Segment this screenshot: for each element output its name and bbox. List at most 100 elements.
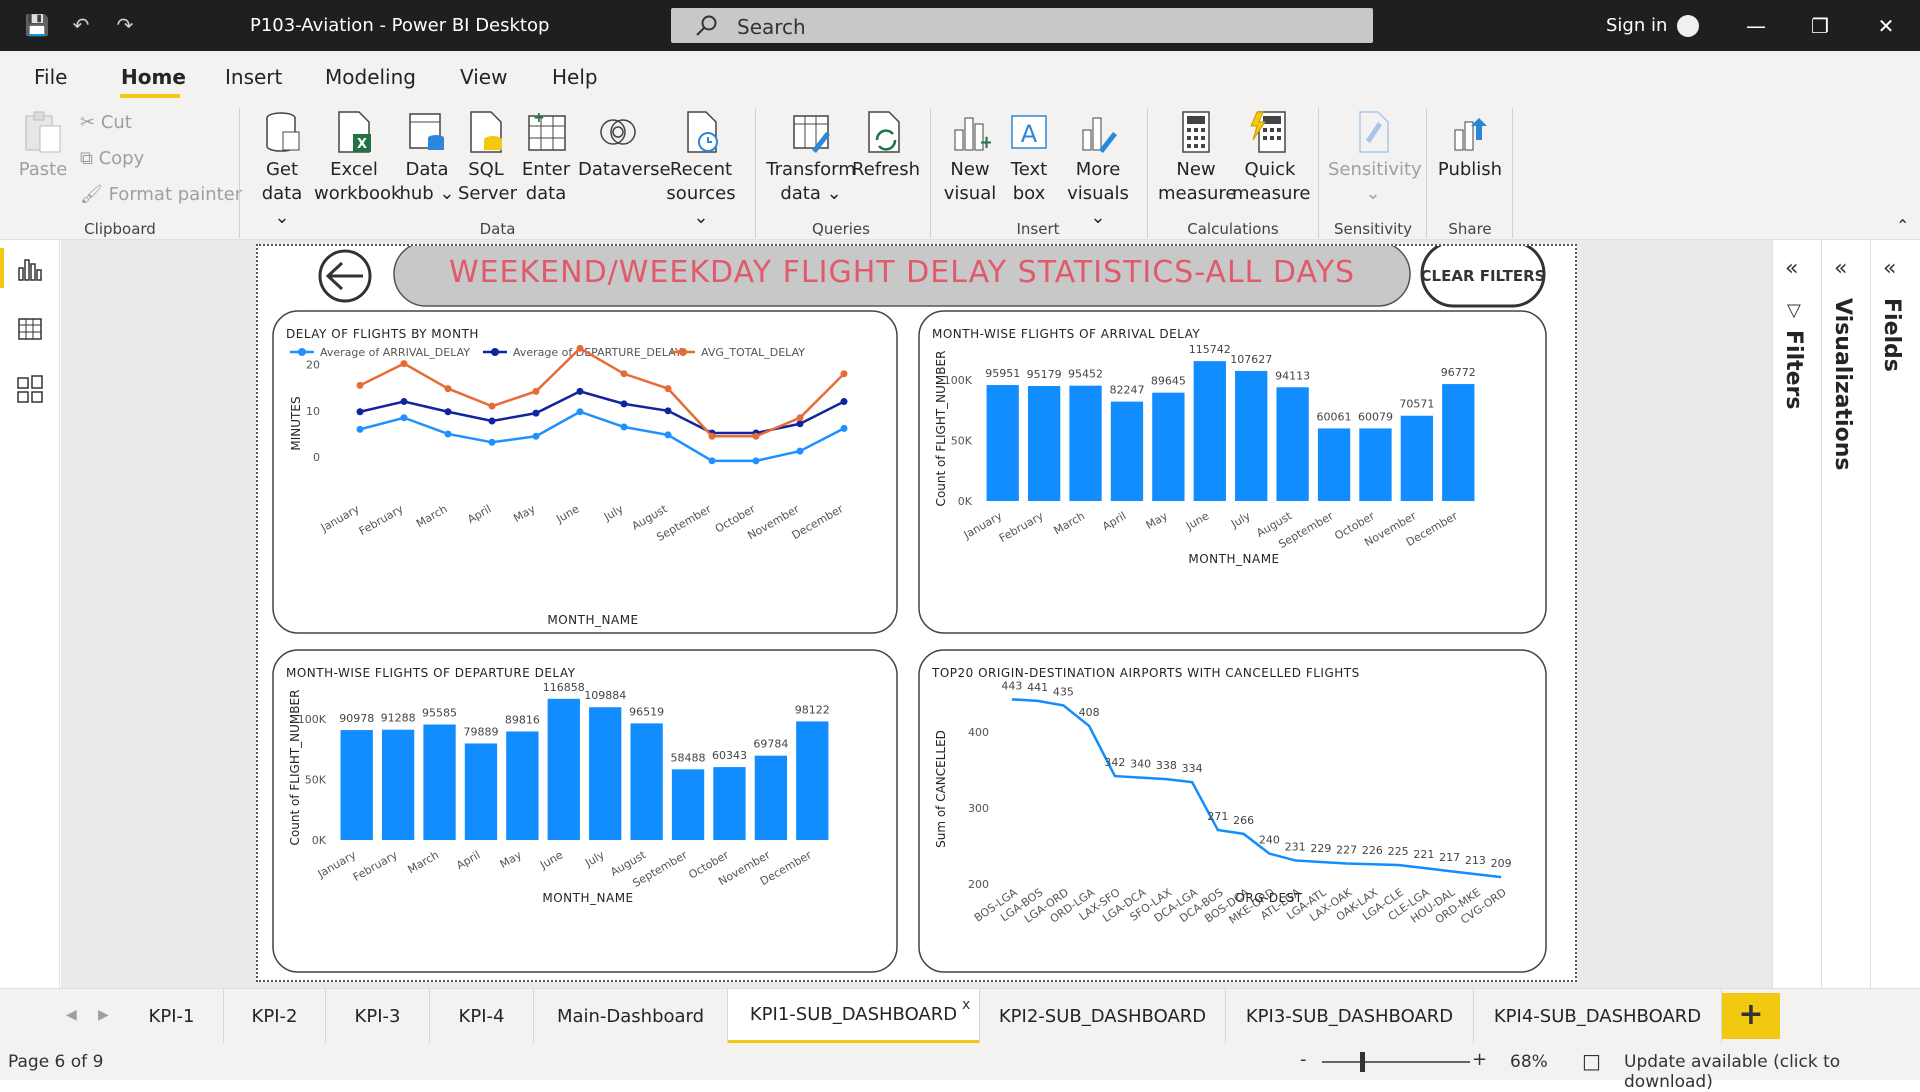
chart3-data-label: 60343 xyxy=(712,749,747,762)
tab-kpi4-sub-dashboard[interactable]: KPI4-SUB_DASHBOARD xyxy=(1474,989,1722,1044)
chart4-data-label: 266 xyxy=(1233,814,1254,827)
chart1-point xyxy=(400,414,408,422)
copy-button[interactable]: ⧉ Copy xyxy=(80,148,145,169)
sensitivity-button[interactable]: Sensitivity ⌄ xyxy=(1328,110,1422,206)
get-data-button[interactable]: Get data ⌄ xyxy=(252,110,312,230)
menu-view[interactable]: View xyxy=(460,65,508,89)
tab-kpi-1[interactable]: KPI-1 xyxy=(120,989,224,1044)
menu-insert[interactable]: Insert xyxy=(225,65,283,89)
filters-pane[interactable]: « ▽ Filters xyxy=(1772,240,1821,988)
chart1-legend-marker xyxy=(298,348,306,356)
fit-to-page-icon[interactable]: □ xyxy=(1582,1049,1601,1073)
save-icon[interactable]: 💾 xyxy=(24,13,50,37)
enter-data-button[interactable]: + Enter data xyxy=(521,110,571,204)
quick-measure-button[interactable]: Quick measure xyxy=(1232,110,1311,206)
chart4-y-tick-label: 300 xyxy=(968,802,989,815)
model-view-icon[interactable] xyxy=(15,374,45,404)
visualizations-pane[interactable]: « Visualizations xyxy=(1821,240,1870,988)
chart1-point xyxy=(356,381,364,389)
collapse-visualizations-icon[interactable]: « xyxy=(1834,256,1848,281)
zoom-slider[interactable] xyxy=(1322,1061,1470,1063)
menu-modeling[interactable]: Modeling xyxy=(325,65,416,89)
new-visual-button[interactable]: + New visual xyxy=(940,110,1000,206)
chart1-y-axis-title: MINUTES xyxy=(289,396,303,450)
dataverse-button[interactable]: Dataverse xyxy=(578,110,671,182)
menu-home[interactable]: Home xyxy=(121,65,186,89)
collapse-filters-icon[interactable]: « xyxy=(1785,256,1799,281)
undo-icon[interactable]: ↶ xyxy=(72,13,90,37)
format-painter-button[interactable]: 🖌 Format painter xyxy=(80,184,243,205)
chart2-y-tick-label: 0K xyxy=(958,495,973,508)
sign-in-link[interactable]: Sign in xyxy=(1606,15,1668,36)
chart1-point xyxy=(664,431,672,439)
add-page-button[interactable]: + xyxy=(1722,993,1780,1039)
chart4-data-label: 240 xyxy=(1259,834,1280,847)
publish-button[interactable]: Publish xyxy=(1436,110,1504,182)
chart4-data-label: 221 xyxy=(1413,848,1434,861)
collapse-fields-icon[interactable]: « xyxy=(1883,256,1897,281)
excel-icon: X xyxy=(338,111,371,153)
chart2-bar xyxy=(1400,415,1434,501)
more-visuals-button[interactable]: More visuals ⌄ xyxy=(1060,110,1136,230)
data-view-icon[interactable] xyxy=(15,314,45,344)
close-tab-icon[interactable]: x xyxy=(962,997,971,1013)
tab-kpi-3[interactable]: KPI-3 xyxy=(326,989,430,1044)
scroll-right-icon[interactable]: ▶ xyxy=(98,1007,109,1023)
svg-text:+: + xyxy=(979,132,991,153)
filters-label: Filters xyxy=(1781,330,1806,410)
new-measure-button[interactable]: New measure xyxy=(1158,110,1237,206)
zoom-out-button[interactable]: - xyxy=(1300,1049,1307,1070)
chart3-y-tick-label: 50K xyxy=(305,774,327,787)
tab-kpi1-sub-dashboard[interactable]: KPI1-SUB_DASHBOARD xyxy=(728,989,980,1044)
ribbon: Paste ✂ Cut ⧉ Copy 🖌 Format painter Clip… xyxy=(0,100,1920,240)
zoom-slider-thumb[interactable] xyxy=(1360,1052,1365,1072)
search-input[interactable]: Search xyxy=(671,8,1373,43)
chart1-legend-label: Average of DEPARTURE_DELAY xyxy=(513,346,682,359)
chart1-point xyxy=(576,387,584,395)
chart2-data-label: 115742 xyxy=(1189,343,1231,356)
menu-help[interactable]: Help xyxy=(552,65,598,89)
minimize-button[interactable]: — xyxy=(1746,14,1766,38)
text-box-button[interactable]: A Text box xyxy=(1003,110,1055,206)
back-button[interactable] xyxy=(318,249,372,303)
scroll-left-icon[interactable]: ◀ xyxy=(66,1007,77,1023)
data-hub-button[interactable]: Data hub ⌄ xyxy=(398,110,456,206)
chart4-data-label: 334 xyxy=(1182,762,1203,775)
tab-main-dashboard[interactable]: Main-Dashboard xyxy=(534,989,728,1044)
avatar[interactable] xyxy=(1677,15,1699,37)
chart3-data-label: 69784 xyxy=(753,738,788,751)
tab-kpi2-sub-dashboard[interactable]: KPI2-SUB_DASHBOARD xyxy=(980,989,1226,1044)
new-visual-icon: + xyxy=(954,117,991,153)
tab-kpi-4[interactable]: KPI-4 xyxy=(430,989,534,1044)
sql-server-button[interactable]: SQL Server xyxy=(458,110,517,206)
report-view-icon[interactable] xyxy=(15,254,45,284)
chart1-point xyxy=(840,424,848,432)
restore-button[interactable]: ❐ xyxy=(1811,14,1829,38)
paste-button[interactable]: Paste xyxy=(18,110,68,182)
zoom-in-button[interactable]: + xyxy=(1472,1049,1488,1070)
cut-button[interactable]: ✂ Cut xyxy=(80,112,132,133)
chart1-title: DELAY OF FLIGHTS BY MONTH xyxy=(286,327,479,341)
active-menu-indicator xyxy=(120,94,180,98)
tab-kpi-2[interactable]: KPI-2 xyxy=(224,989,326,1044)
refresh-button[interactable]: Refresh xyxy=(852,110,920,182)
zoom-level: 68% xyxy=(1510,1052,1548,1072)
close-button[interactable]: ✕ xyxy=(1877,14,1895,38)
tab-kpi3-sub-dashboard[interactable]: KPI3-SUB_DASHBOARD xyxy=(1226,989,1474,1044)
chart1-y-tick-label: 0 xyxy=(313,451,320,464)
chart2-data-label: 107627 xyxy=(1230,353,1272,366)
collapse-ribbon-icon[interactable]: ⌃ xyxy=(1896,216,1910,235)
chart2-data-label: 95179 xyxy=(1027,368,1062,381)
transform-data-button[interactable]: Transform data ⌄ xyxy=(766,110,856,206)
recent-sources-button[interactable]: Recent sources ⌄ xyxy=(660,110,742,230)
chart1-x-axis-title: MONTH_NAME xyxy=(547,613,638,627)
clear-filters-button[interactable]: CLEAR FILTERS xyxy=(1420,240,1546,308)
chart2-x-axis-title: MONTH_NAME xyxy=(1188,552,1279,566)
redo-icon[interactable]: ↷ xyxy=(116,13,134,37)
excel-workbook-button[interactable]: X Excel workbook xyxy=(314,110,401,206)
menu-file[interactable]: File xyxy=(34,65,68,89)
fields-pane[interactable]: « Fields xyxy=(1870,240,1920,988)
update-available-link[interactable]: Update available (click to download) xyxy=(1624,1052,1841,1092)
chart4-data-label: 435 xyxy=(1053,685,1074,698)
chart4-data-label: 229 xyxy=(1310,842,1331,855)
